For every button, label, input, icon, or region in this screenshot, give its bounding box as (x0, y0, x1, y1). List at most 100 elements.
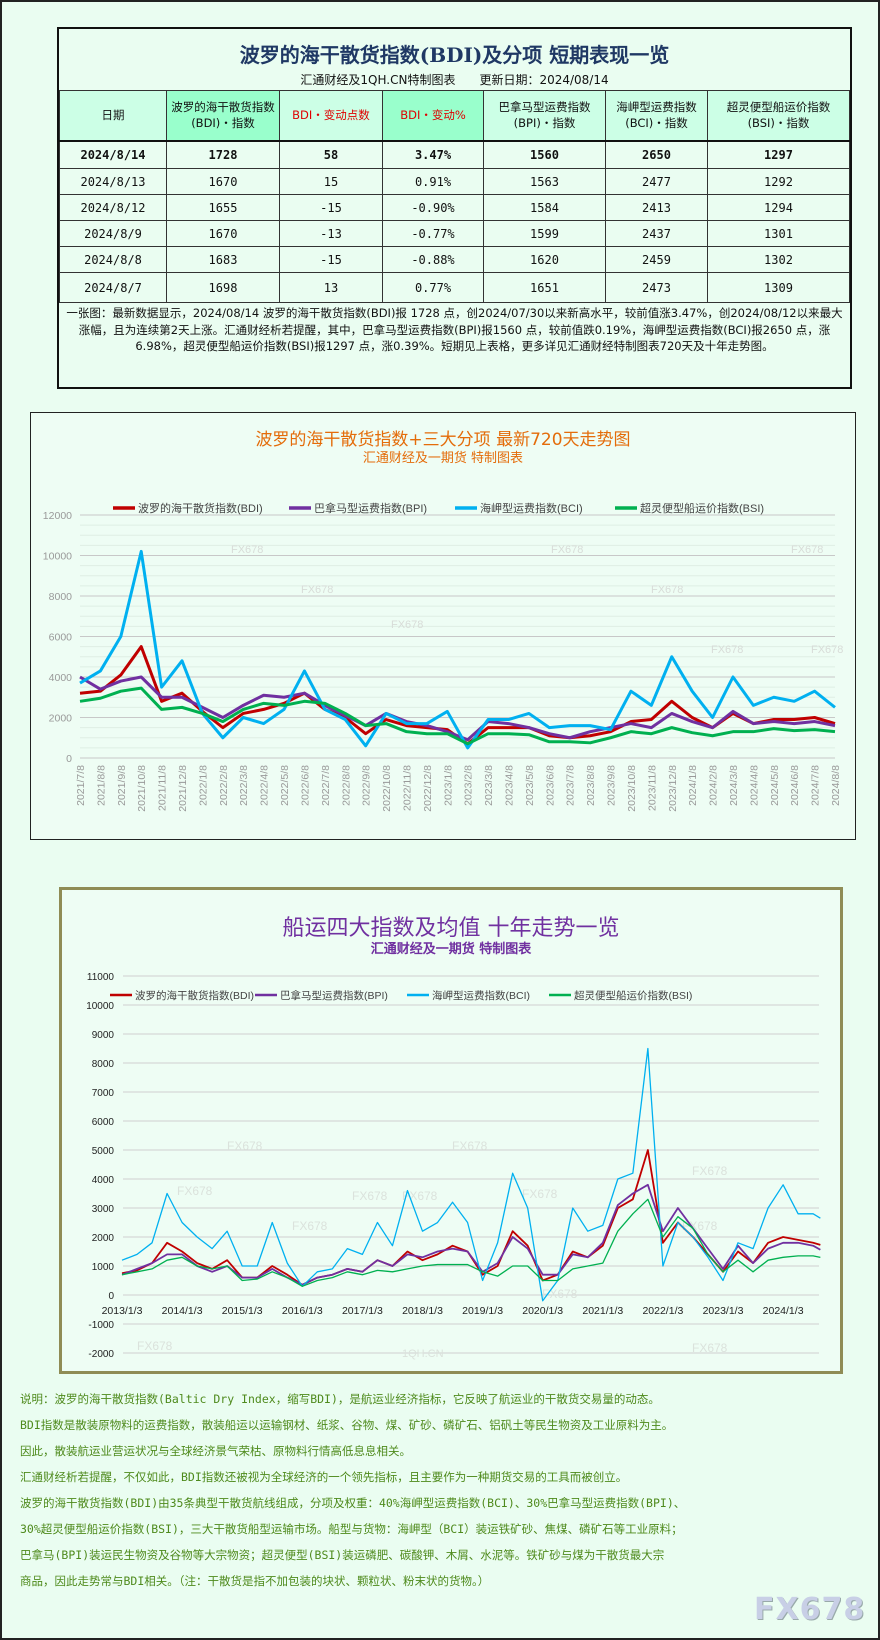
note-line: 波罗的海干散货指数(BDI)由35条典型干散货航线组成，分项及权重：40%海岬型… (20, 1496, 686, 1510)
note-line: 汇通财经析若提醒，不仅如此，BDI指数还被视为全球经济的一个领先指标，且主要作为… (20, 1470, 628, 1484)
table-title: 波罗的海干散货指数(BDI)及分项 短期表现一览 (239, 43, 670, 67)
series-line-bsi (121, 1198, 821, 1287)
y-tick-label: 10000 (86, 1001, 114, 1012)
x-tick-label: 2022/1/8 (197, 765, 209, 806)
table-cell: 1301 (707, 220, 850, 247)
x-tick-label: 2022/12/8 (422, 765, 434, 812)
y-tick-label: 8000 (92, 1059, 115, 1070)
series-line-bci (79, 549, 836, 750)
fx678-watermark: FX678 (692, 1164, 728, 1178)
table-row: 2024/8/13 1670 15 0.91% 1563 2477 1292 (59, 168, 850, 195)
y-tick-label: 0 (66, 753, 72, 765)
note-line: BDI指数是散装原物料的运费指数，散装船运以运输钢材、纸浆、谷物、煤、矿砂、磷矿… (20, 1418, 674, 1432)
x-tick-label: 2017/1/3 (342, 1305, 383, 1317)
series-line-bci (121, 1047, 821, 1302)
fx678-watermark: FX678 (177, 1184, 213, 1198)
x-tick-label: 2020/1/3 (522, 1305, 563, 1317)
fx678-watermark: FX678 (391, 619, 423, 631)
table-cell: 0.77% (382, 272, 484, 303)
x-tick-label: 2024/6/8 (789, 765, 801, 806)
x-tick-label: 2018/1/3 (402, 1305, 443, 1317)
x-tick-label: 2021/7/8 (75, 765, 87, 806)
note-line: 巴拿马(BPI)装运民生物资及谷物等大宗物资；超灵便型(BSI)装运磷肥、碳酸钾… (20, 1548, 665, 1562)
table-cell: -0.90% (382, 194, 484, 221)
x-tick-label: 2023/12/8 (667, 765, 679, 812)
table-cell: 1292 (707, 168, 850, 195)
header-bdi-change-pct: BDI・变动% (382, 90, 484, 141)
fx678-watermark: FX678 (711, 644, 743, 656)
y-tick-label: 4000 (49, 672, 73, 684)
y-tick-label: 6000 (49, 632, 73, 644)
chart2-subtitle: 汇通财经及一期货 特制图表 (370, 942, 532, 957)
fx678-watermark: FX678 (791, 544, 823, 556)
table-cell: 2024/8/7 (59, 272, 167, 303)
y-tick-label: 12000 (43, 510, 72, 522)
table-cell: -0.77% (382, 220, 484, 247)
x-tick-label: 2023/1/8 (442, 765, 454, 806)
y-tick-label: -1000 (88, 1320, 114, 1331)
legend-label-bdi: 波罗的海干散货指数(BDI) (135, 989, 254, 1002)
x-tick-label: 2023/2/8 (463, 765, 475, 806)
x-tick-label: 2022/10/8 (381, 765, 393, 812)
x-tick-label: 2014/1/3 (162, 1305, 203, 1317)
legend-label-bsi: 超灵便型船运价指数(BSI) (640, 501, 764, 515)
table-cell: 0.91% (382, 168, 484, 195)
table-row: 2024/8/7 1698 13 0.77% 1651 2473 1309 (59, 272, 850, 303)
note-line: 因此，散装航运业营运状况与全球经济景气荣枯、原物料行情高低息息相关。 (20, 1444, 411, 1458)
header-bci: 海岬型运费指数(BCI)・指数 (605, 90, 708, 141)
fx678-watermark: FX678 (352, 1189, 388, 1203)
table-cell: 1309 (707, 272, 850, 303)
table-cell: 2459 (605, 246, 708, 273)
table-row: 2024/8/9 1670 -13 -0.77% 1599 2437 1301 (59, 220, 850, 247)
table-cell: 1294 (707, 194, 850, 221)
header-bdi-change: BDI・变动点数 (279, 90, 383, 141)
x-tick-label: 2023/4/8 (504, 765, 516, 806)
table-cell: 1670 (166, 168, 280, 195)
legend-label-bci: 海岬型运费指数(BCI) (480, 501, 583, 515)
table-cell: 2024/8/9 (59, 220, 167, 247)
y-tick-label: 6000 (92, 1117, 115, 1128)
x-tick-label: 2022/1/3 (642, 1305, 683, 1317)
fx678-watermark: FX678 (551, 544, 583, 556)
table-header-row: 日期 波罗的海干散货指数(BDI)・指数 BDI・变动点数 BDI・变动% 巴拿… (59, 90, 850, 141)
chart2-plot: -2000 -1000 0 1000 2000 3000 4000 5000 6000 7000 8… (86, 972, 821, 1360)
x-tick-label: 2015/1/3 (222, 1305, 263, 1317)
fx678-watermark: FX678 (811, 644, 843, 656)
x-tick-label: 2022/5/8 (279, 765, 291, 806)
x-tick-label: 2024/8/8 (830, 765, 842, 806)
table-cell: 1683 (166, 246, 280, 273)
table-cell: -15 (279, 246, 383, 273)
fx678-watermark: FX678 (301, 584, 333, 596)
x-tick-label: 2023/10/8 (626, 765, 638, 812)
y-tick-label: 3000 (92, 1204, 115, 1215)
table-cell: 2024/8/13 (59, 168, 167, 195)
y-tick-label: 0 (108, 1291, 114, 1302)
y-tick-label: 7000 (92, 1088, 115, 1099)
table-cell: 2024/8/8 (59, 246, 167, 273)
x-tick-label: 2021/12/8 (177, 765, 189, 812)
table-cell: 2024/8/14 (59, 139, 167, 169)
fx678-watermark: FX678 (522, 1187, 558, 1201)
series-line-bpi (79, 675, 836, 742)
x-tick-label: 2024/2/8 (708, 765, 720, 806)
legend-label-bci: 海岬型运费指数(BCI) (432, 989, 530, 1002)
table-row: 2024/8/8 1683 -15 -0.88% 1620 2459 1302 (59, 246, 850, 273)
table-cell: 1620 (483, 246, 606, 273)
chart-ten-year: 船运四大指数及均值 十年走势一览 汇通财经及一期货 特制图表 -2000 -100… (59, 887, 843, 1374)
table-cell: 2473 (605, 272, 708, 303)
legend-label-bpi: 巴拿马型运费指数(BPI) (280, 989, 388, 1002)
x-tick-label: 2024/4/8 (748, 765, 760, 806)
table-row: 2024/8/12 1655 -15 -0.90% 1584 2413 1294 (59, 194, 850, 221)
table-cell: 1302 (707, 246, 850, 273)
header-date: 日期 (59, 90, 167, 141)
x-tick-label: 2022/9/8 (361, 765, 373, 806)
x-tick-label: 2024/3/8 (728, 765, 740, 806)
table-cell: 1599 (483, 220, 606, 247)
y-tick-label: 10000 (43, 551, 72, 563)
table-cell: 2650 (605, 139, 708, 169)
table-cell: 1655 (166, 194, 280, 221)
x-tick-label: 2021/1/3 (582, 1305, 623, 1317)
x-tick-label: 2021/10/8 (136, 765, 148, 812)
table-cell: 15 (279, 168, 383, 195)
chart2-title: 船运四大指数及均值 十年走势一览 (282, 916, 620, 941)
